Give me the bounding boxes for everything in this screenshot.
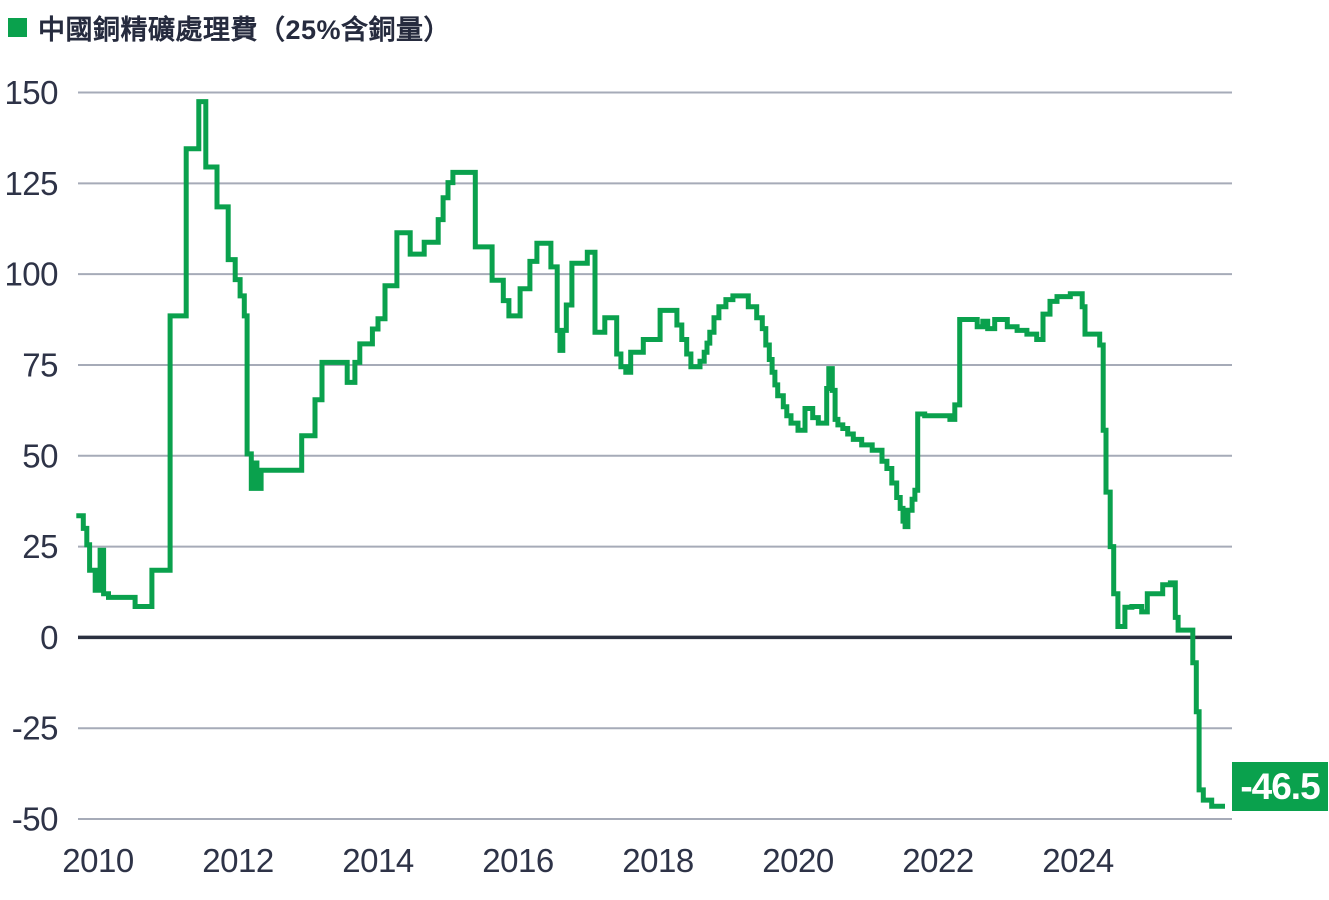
chart-legend: 中國銅精礦處理費（25%含銅量）: [8, 8, 451, 47]
y-tick-label: 100: [4, 256, 58, 293]
gridlines: [78, 91, 1232, 820]
x-axis-labels: 2010 2012 2014 2016 2018 2020 2022 2024: [62, 842, 1114, 879]
x-tick-label: 2018: [622, 842, 693, 879]
y-tick-label: 125: [4, 165, 58, 202]
y-tick-label: 50: [22, 437, 58, 474]
y-tick-label: 75: [22, 346, 58, 383]
legend-swatch-icon: [8, 18, 27, 37]
chart-title: 中國銅精礦處理費（25%含銅量）: [38, 15, 452, 45]
y-tick-label: -50: [12, 801, 58, 838]
x-tick-label: 2010: [62, 842, 134, 879]
y-axis-labels: 150 125 100 75 50 25 0 -25 -50: [4, 74, 58, 838]
series-line: [76, 99, 1225, 809]
x-tick-label: 2012: [202, 842, 273, 879]
x-tick-label: 2016: [482, 842, 553, 879]
y-tick-label: -25: [12, 710, 58, 747]
end-value-badge: -46.5: [1232, 762, 1328, 811]
x-tick-label: 2020: [762, 842, 834, 879]
y-tick-label: 150: [4, 74, 58, 111]
x-tick-label: 2024: [1042, 842, 1114, 879]
x-tick-label: 2014: [342, 842, 414, 879]
y-tick-label: 0: [40, 619, 58, 656]
y-tick-label: 25: [22, 528, 58, 565]
x-tick-label: 2022: [902, 842, 973, 879]
